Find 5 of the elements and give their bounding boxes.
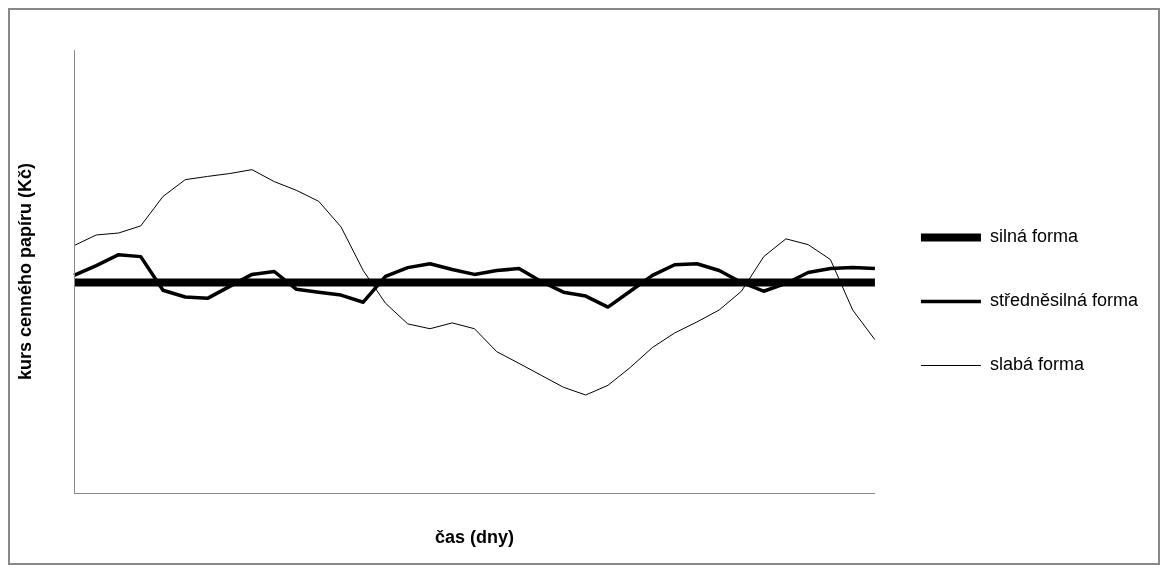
legend-label: slabá forma <box>989 354 1085 375</box>
x-axis-title: čas (dny) <box>434 527 514 548</box>
y-axis-title: kurs cenného papíru (Kč) <box>14 162 35 381</box>
legend-label: středněsilná forma <box>989 290 1139 311</box>
legend-label: silná forma <box>989 226 1079 247</box>
